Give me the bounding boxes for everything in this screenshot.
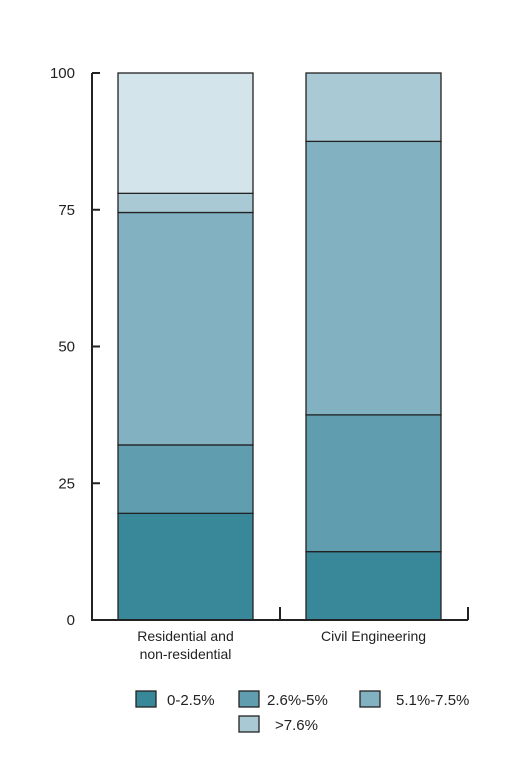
labels-layer: 0 25 50 75 100 Residential and non-residential… <box>50 65 426 662</box>
legend-label-1: 2.6%-5% <box>267 692 328 709</box>
bar-segment-0-3 <box>117 192 254 214</box>
legend: 0-2.5% 2.6%-5% 5.1%-7.5% >7.6% <box>135 690 469 734</box>
y-tick-label-50: 50 <box>58 339 75 356</box>
bar-segment-0-4 <box>117 72 254 194</box>
y-tick-label-0: 0 <box>67 612 75 629</box>
bar-segment-0-0 <box>117 512 254 621</box>
legend-swatch-1 <box>238 690 260 708</box>
legend-swatch-2 <box>359 690 381 708</box>
bars-layer <box>117 72 442 621</box>
y-tick-label-100: 100 <box>50 65 75 82</box>
legend-label-2: 5.1%-7.5% <box>396 692 469 709</box>
axes-layer <box>91 72 469 621</box>
bar-segment-1-1 <box>305 414 442 553</box>
y-tick-label-25: 25 <box>58 475 75 492</box>
legend-swatch-3 <box>238 715 260 733</box>
y-tick-label-75: 75 <box>58 202 75 219</box>
bar-segment-0-2 <box>117 211 254 446</box>
bar-segment-1-2 <box>305 140 442 416</box>
legend-label-0: 0-2.5% <box>167 692 215 709</box>
bar-segment-0-1 <box>117 444 254 514</box>
legend-label-3: >7.6% <box>275 717 318 734</box>
bar-segment-1-0 <box>305 550 442 621</box>
category-label-0-1: non-residential <box>140 646 232 662</box>
category-label-0-0: Residential and <box>137 628 234 644</box>
legend-swatch-0 <box>135 690 157 708</box>
category-label-1-0: Civil Engineering <box>321 628 426 644</box>
bar-segment-1-3 <box>305 72 442 143</box>
